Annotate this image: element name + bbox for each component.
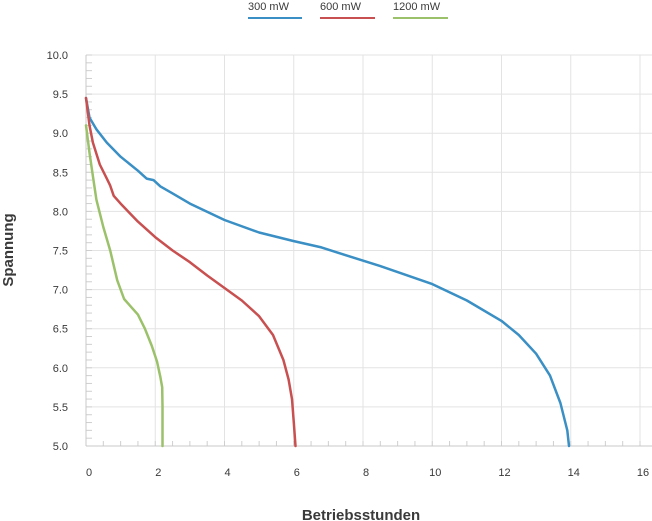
- x-tick-label: 8: [363, 467, 369, 479]
- legend-item-300mw: 300 mW: [248, 1, 302, 19]
- x-tick-label: 6: [294, 467, 300, 479]
- y-tick-label: 5.5: [53, 402, 68, 414]
- x-tick-label: 14: [568, 467, 580, 479]
- x-axis-title: Betriebsstunden: [302, 507, 420, 521]
- x-tick-label: 2: [155, 467, 161, 479]
- legend-label: 1200 mW: [393, 1, 441, 13]
- x-tick-labels: 0 2 4 6 8 10 12 14 16: [86, 467, 649, 479]
- legend-item-1200mw: 1200 mW: [393, 1, 448, 19]
- x-tick-label: 4: [224, 467, 230, 479]
- y-tick-label: 7.5: [53, 246, 68, 258]
- series-line-300mw: [84, 96, 571, 448]
- x-tick-label: 12: [498, 467, 510, 479]
- series-lines: [84, 96, 571, 448]
- legend-item-600mw: 600 mW: [320, 1, 375, 19]
- y-tick-label: 8.0: [53, 206, 68, 218]
- y-tick-label: 5.0: [53, 441, 68, 453]
- legend-label: 600 mW: [320, 1, 362, 13]
- y-tick-labels: 10.0 9.5 9.0 8.5 8.0 7.5 7.0 6.5 6.0 5.5 5.0: [47, 50, 68, 453]
- y-tick-label: 6.0: [53, 363, 68, 375]
- y-tick-label: 7.0: [53, 285, 68, 297]
- y-tick-label: 10.0: [47, 50, 68, 62]
- series-line-1200mw: [84, 124, 164, 448]
- y-tick-label: 9.5: [53, 89, 68, 101]
- x-tick-label: 0: [86, 467, 92, 479]
- y-axis-title: Spannung: [0, 213, 17, 286]
- y-tick-label: 9.0: [53, 128, 68, 140]
- x-tick-label: 10: [429, 467, 441, 479]
- legend-label: 300 mW: [248, 1, 290, 13]
- y-tick-label: 8.5: [53, 167, 68, 179]
- series-line-600mw: [84, 96, 297, 448]
- axes: [85, 55, 652, 447]
- legend: 300 mW 600 mW 1200 mW: [248, 1, 448, 19]
- y-tick-label: 6.5: [53, 324, 68, 336]
- x-tick-label: 16: [637, 467, 649, 479]
